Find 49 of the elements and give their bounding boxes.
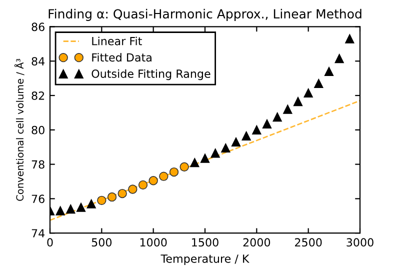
point xyxy=(66,204,76,214)
point xyxy=(210,148,220,158)
point xyxy=(324,66,334,76)
chart-title: Finding α: Quasi-Harmonic Approx., Linear Method xyxy=(48,8,362,21)
point xyxy=(252,125,262,134)
y-tick-label: 82 xyxy=(32,91,44,100)
point xyxy=(76,202,86,212)
point xyxy=(107,192,117,202)
point xyxy=(56,206,65,216)
point xyxy=(86,199,96,208)
point xyxy=(138,180,148,190)
point xyxy=(118,188,127,198)
y-tick-label: 78 xyxy=(32,160,44,169)
y-tick-label: 74 xyxy=(32,229,45,238)
y-tick-label: 76 xyxy=(32,194,44,204)
point xyxy=(128,184,138,194)
point xyxy=(314,78,324,88)
point xyxy=(159,172,168,181)
y-axis-title: Conventional cell volume / Å³ xyxy=(14,58,24,201)
y-tick-label: 80 xyxy=(32,126,44,134)
point xyxy=(180,162,189,172)
point xyxy=(242,131,251,140)
x-tick-label: 1000 xyxy=(140,238,167,247)
point xyxy=(148,176,158,186)
point xyxy=(190,158,200,168)
point xyxy=(97,196,106,205)
legend-label: Fitted Data xyxy=(92,53,152,62)
legend-label: Outside Fitting Range xyxy=(92,69,210,80)
x-tick-label: 3000 xyxy=(346,238,374,247)
point xyxy=(334,54,344,64)
x-axis-title: Temperature / K xyxy=(160,254,250,266)
point xyxy=(200,154,210,163)
point xyxy=(262,119,272,128)
point xyxy=(169,167,179,177)
point xyxy=(304,88,313,98)
y-tick-label: 84 xyxy=(32,57,45,66)
point xyxy=(272,112,282,122)
x-tick-label: 2500 xyxy=(295,238,322,247)
y-tick-label: 86 xyxy=(32,22,44,32)
point xyxy=(231,137,241,147)
x-tick-label: 500 xyxy=(92,238,112,247)
x-tick-label: 0 xyxy=(47,238,53,247)
point xyxy=(293,96,303,106)
x-tick-label: 1500 xyxy=(192,238,218,247)
point xyxy=(221,143,230,153)
legend-label: Linear Fit xyxy=(92,36,142,46)
point xyxy=(345,34,354,44)
x-tick-label: 2000 xyxy=(243,238,270,247)
point xyxy=(283,104,292,114)
